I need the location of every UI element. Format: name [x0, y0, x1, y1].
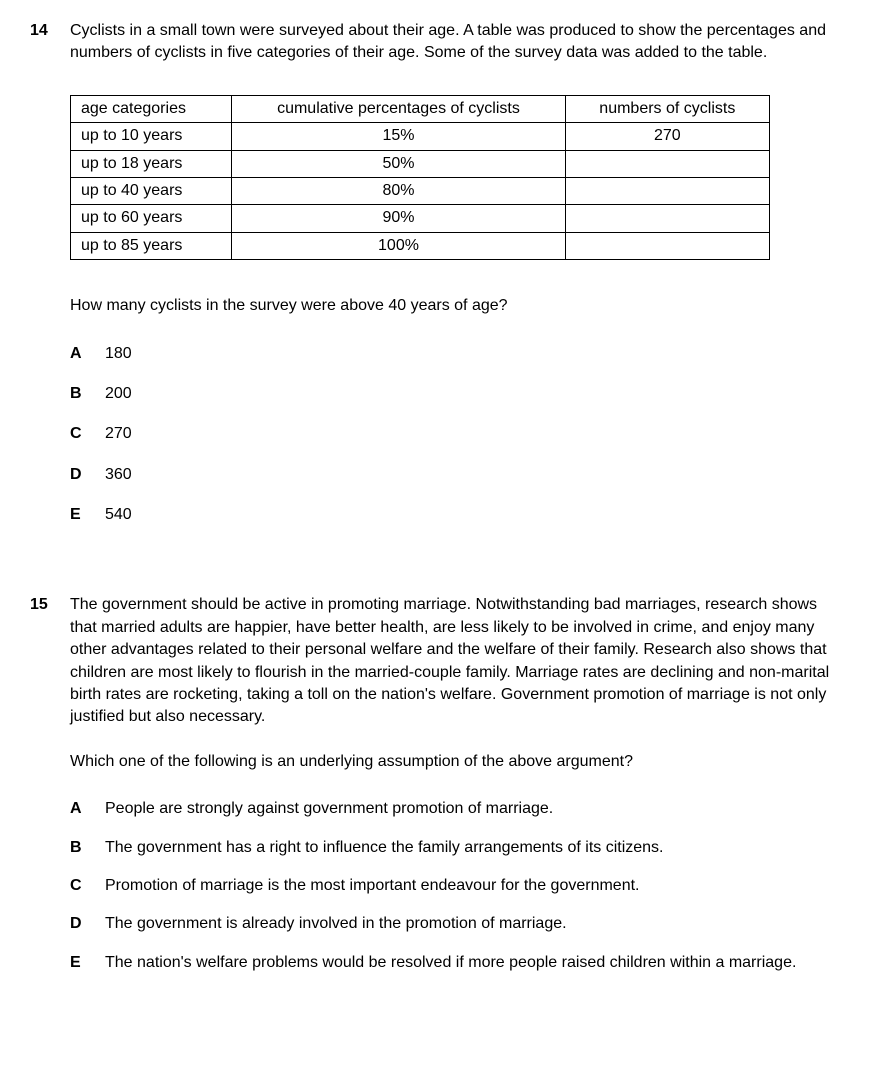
option-text: 200 — [105, 383, 842, 405]
option-letter: A — [70, 798, 105, 820]
question-15: 15 The government should be active in pr… — [30, 594, 842, 990]
option-item: A People are strongly against government… — [70, 798, 842, 820]
question-body: Cyclists in a small town were surveyed a… — [70, 20, 842, 544]
cell-num — [565, 205, 769, 232]
cell-pct: 50% — [232, 150, 565, 177]
option-text: 360 — [105, 464, 842, 486]
option-item: D 360 — [70, 464, 842, 486]
option-text: The nation's welfare problems would be r… — [105, 952, 842, 974]
option-letter: C — [70, 875, 105, 897]
option-item: B The government has a right to influenc… — [70, 837, 842, 859]
option-item: E 540 — [70, 504, 842, 526]
cell-age: up to 10 years — [71, 123, 232, 150]
option-letter: D — [70, 913, 105, 935]
question-number: 15 — [30, 594, 70, 990]
option-text: 540 — [105, 504, 842, 526]
cell-num — [565, 177, 769, 204]
cell-age: up to 40 years — [71, 177, 232, 204]
cell-num: 270 — [565, 123, 769, 150]
option-item: E The nation's welfare problems would be… — [70, 952, 842, 974]
option-text: 270 — [105, 423, 842, 445]
cell-age: up to 60 years — [71, 205, 232, 232]
header-num: numbers of cyclists — [565, 95, 769, 122]
option-item: A 180 — [70, 343, 842, 365]
option-text: The government is already involved in th… — [105, 913, 842, 935]
cell-pct: 100% — [232, 232, 565, 259]
header-pct: cumulative percentages of cyclists — [232, 95, 565, 122]
cell-pct: 90% — [232, 205, 565, 232]
question-number: 14 — [30, 20, 70, 544]
option-item: C Promotion of marriage is the most impo… — [70, 875, 842, 897]
options-list: A People are strongly against government… — [70, 798, 842, 974]
option-letter: D — [70, 464, 105, 486]
option-text: Promotion of marriage is the most import… — [105, 875, 842, 897]
cell-pct: 80% — [232, 177, 565, 204]
cell-num — [565, 150, 769, 177]
cell-age: up to 85 years — [71, 232, 232, 259]
cell-num — [565, 232, 769, 259]
sub-question: How many cyclists in the survey were abo… — [70, 295, 842, 317]
cyclists-table: age categories cumulative percentages of… — [70, 95, 770, 260]
table-row: up to 60 years 90% — [71, 205, 770, 232]
table-row: up to 18 years 50% — [71, 150, 770, 177]
cell-pct: 15% — [232, 123, 565, 150]
option-letter: B — [70, 383, 105, 405]
option-item: B 200 — [70, 383, 842, 405]
option-text: 180 — [105, 343, 842, 365]
cell-age: up to 18 years — [71, 150, 232, 177]
header-age: age categories — [71, 95, 232, 122]
table-row: up to 10 years 15% 270 — [71, 123, 770, 150]
options-list: A 180 B 200 C 270 D 360 E 540 — [70, 343, 842, 527]
option-text: The government has a right to influence … — [105, 837, 842, 859]
sub-question: Which one of the following is an underly… — [70, 751, 842, 773]
option-text: People are strongly against government p… — [105, 798, 842, 820]
question-intro: Cyclists in a small town were surveyed a… — [70, 20, 842, 65]
table-row: up to 85 years 100% — [71, 232, 770, 259]
option-letter: B — [70, 837, 105, 859]
option-item: D The government is already involved in … — [70, 913, 842, 935]
option-letter: C — [70, 423, 105, 445]
option-item: C 270 — [70, 423, 842, 445]
option-letter: E — [70, 504, 105, 526]
question-14: 14 Cyclists in a small town were surveye… — [30, 20, 842, 544]
table-header-row: age categories cumulative percentages of… — [71, 95, 770, 122]
table-row: up to 40 years 80% — [71, 177, 770, 204]
question-body: The government should be active in promo… — [70, 594, 842, 990]
question-intro: The government should be active in promo… — [70, 594, 842, 728]
option-letter: A — [70, 343, 105, 365]
option-letter: E — [70, 952, 105, 974]
